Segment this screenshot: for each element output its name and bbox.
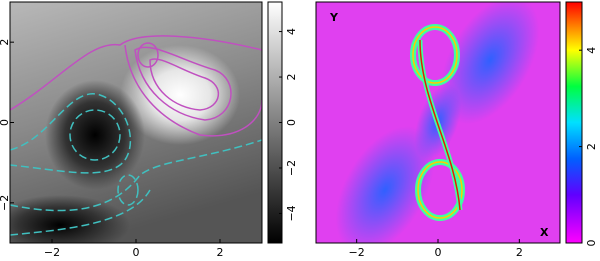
y-tick-label: 0: [0, 119, 11, 126]
annotation: X: [540, 226, 549, 239]
x-tick-label: 2: [516, 246, 523, 259]
x-tick-label: −2: [44, 246, 60, 259]
x-tick-label: 0: [133, 246, 140, 259]
colorbar-tick-label: 4: [285, 28, 298, 35]
field-right: [316, 2, 560, 243]
x-tick-label: −2: [349, 246, 365, 259]
annotation: Y: [329, 11, 339, 24]
colorbar: [565, 1, 583, 244]
colorbar-tick-label: 0: [585, 240, 598, 247]
y-tick-label: 2: [0, 39, 11, 46]
field-left: [10, 2, 262, 243]
colorbar-tick-label: 4: [585, 47, 598, 54]
colorbar-tick-label: −4: [285, 205, 298, 221]
colorbar-tick-label: 2: [285, 74, 298, 81]
x-tick-label: 2: [217, 246, 224, 259]
y-tick-label: −2: [0, 195, 11, 211]
colorbar-tick-label: 2: [585, 143, 598, 150]
x-tick-label: 0: [435, 246, 442, 259]
colorbar-tick-label: −2: [285, 160, 298, 176]
colorbar-tick-label: 0: [285, 119, 298, 126]
